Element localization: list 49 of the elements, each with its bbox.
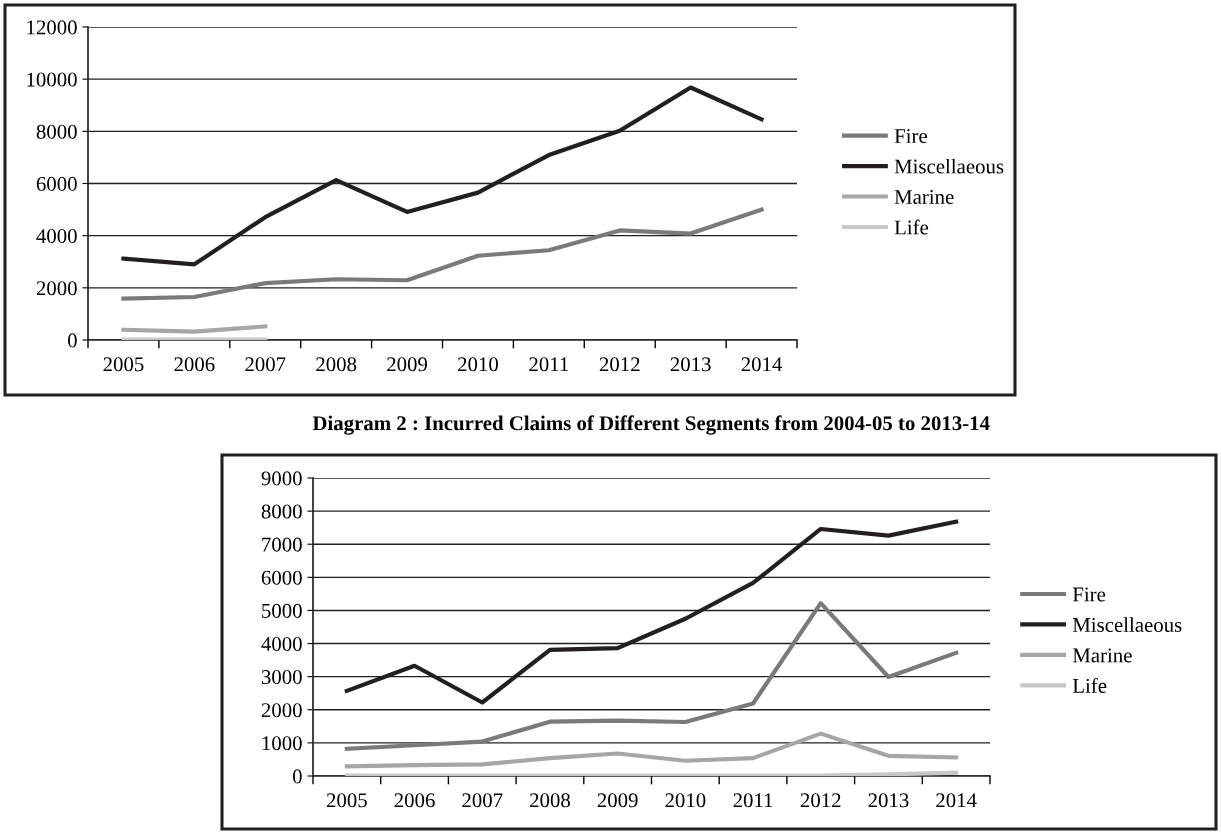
x-tick-label: 2007: [462, 793, 503, 808]
x-tick-label: 2011: [529, 357, 569, 372]
y-tick-label: 4000: [36, 229, 77, 244]
x-tick-label: 2009: [387, 357, 428, 372]
y-tick-label: 6000: [261, 570, 302, 585]
y-tick-label: 8000: [261, 504, 302, 519]
legend-label: Miscellaeous: [894, 158, 1004, 174]
chart-title: Diagram 2 : Incurred Claims of Different Segments from 2004-05 to 2013-14: [312, 415, 990, 435]
y-tick-label: 4000: [261, 636, 302, 651]
x-tick-label: 2008: [316, 357, 357, 372]
line-series: [344, 731, 959, 769]
line-series: [121, 207, 764, 301]
legend-label: Life: [894, 219, 929, 235]
x-tick-label: 2007: [245, 357, 286, 372]
legend-label: Life: [1072, 678, 1107, 693]
legend-label: Marine: [1072, 648, 1132, 663]
x-tick-label: 2006: [174, 357, 215, 372]
x-tick-label: 2013: [670, 357, 711, 372]
y-tick-label: 10000: [27, 72, 77, 87]
y-tick-label: 8000: [36, 124, 77, 139]
x-tick-label: 2010: [458, 357, 498, 372]
legend-label: Miscellaeous: [1072, 617, 1182, 632]
y-tick-label: 5000: [262, 603, 302, 618]
y-tick-label: 7000: [262, 537, 302, 552]
legend-label: Fire: [894, 129, 927, 144]
x-tick-label: 2012: [599, 357, 640, 372]
x-tick-label: 2008: [530, 793, 570, 808]
y-tick-label: 6000: [36, 176, 77, 191]
y-tick-label: 0: [67, 333, 77, 348]
line-series: [344, 601, 959, 751]
x-tick-label: 2010: [665, 793, 706, 808]
x-tick-label: 2014: [936, 793, 977, 808]
x-tick-label: 2005: [103, 357, 144, 372]
x-tick-label: 2005: [326, 793, 367, 808]
legend-label: Marine: [894, 190, 954, 205]
y-tick-label: 2000: [261, 703, 302, 718]
legend-label: Fire: [1072, 587, 1106, 602]
y-tick-label: 3000: [261, 670, 302, 685]
y-tick-label: 1000: [262, 736, 302, 751]
x-tick-label: 2009: [597, 793, 638, 808]
y-tick-label: 9000: [261, 471, 302, 486]
x-tick-label: 2013: [868, 793, 909, 808]
y-tick-label: 12000: [27, 20, 77, 35]
x-tick-label: 2011: [733, 793, 773, 808]
x-tick-label: 2012: [800, 793, 841, 808]
y-tick-label: 2000: [36, 281, 77, 296]
x-tick-label: 2006: [394, 793, 435, 808]
y-tick-label: 0: [292, 769, 302, 784]
x-tick-label: 2014: [741, 357, 783, 372]
